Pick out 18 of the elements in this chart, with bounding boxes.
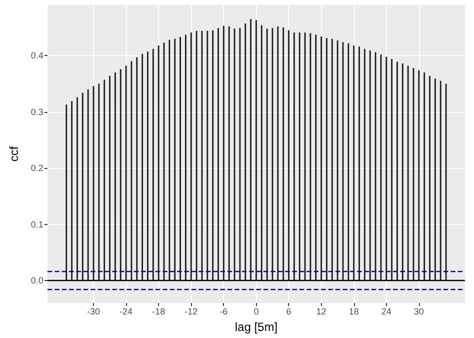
- y-tick-label: 0.1: [30, 219, 44, 230]
- x-tick-label: 30: [414, 306, 424, 316]
- x-tick-label: 24: [381, 306, 392, 316]
- x-tick-label: -24: [120, 306, 133, 316]
- x-tick-label: -12: [184, 306, 198, 316]
- x-tick-label: 18: [348, 306, 359, 316]
- y-tick-label: 0.4: [30, 50, 44, 61]
- x-tick-label: 0: [254, 306, 259, 316]
- y-tick-label: 0.3: [30, 106, 44, 117]
- x-tick-label: -30: [87, 306, 100, 316]
- y-axis-title: ccf: [7, 146, 21, 162]
- x-tick-label: -6: [220, 306, 228, 316]
- y-tick-label: 0.2: [30, 163, 44, 174]
- x-tick-label: -18: [152, 306, 166, 316]
- y-tick-label: 0.0: [30, 276, 44, 286]
- x-axis-title: lag [5m]: [234, 320, 278, 334]
- x-tick-label: 12: [316, 306, 326, 316]
- x-tick-label: 6: [286, 306, 292, 316]
